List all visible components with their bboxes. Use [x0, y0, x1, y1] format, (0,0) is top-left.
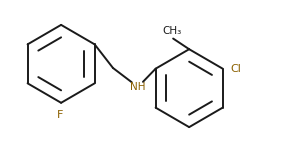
Text: Cl: Cl: [230, 64, 241, 74]
Text: NH: NH: [130, 82, 146, 92]
Text: F: F: [56, 110, 63, 120]
Text: CH₃: CH₃: [162, 26, 181, 36]
